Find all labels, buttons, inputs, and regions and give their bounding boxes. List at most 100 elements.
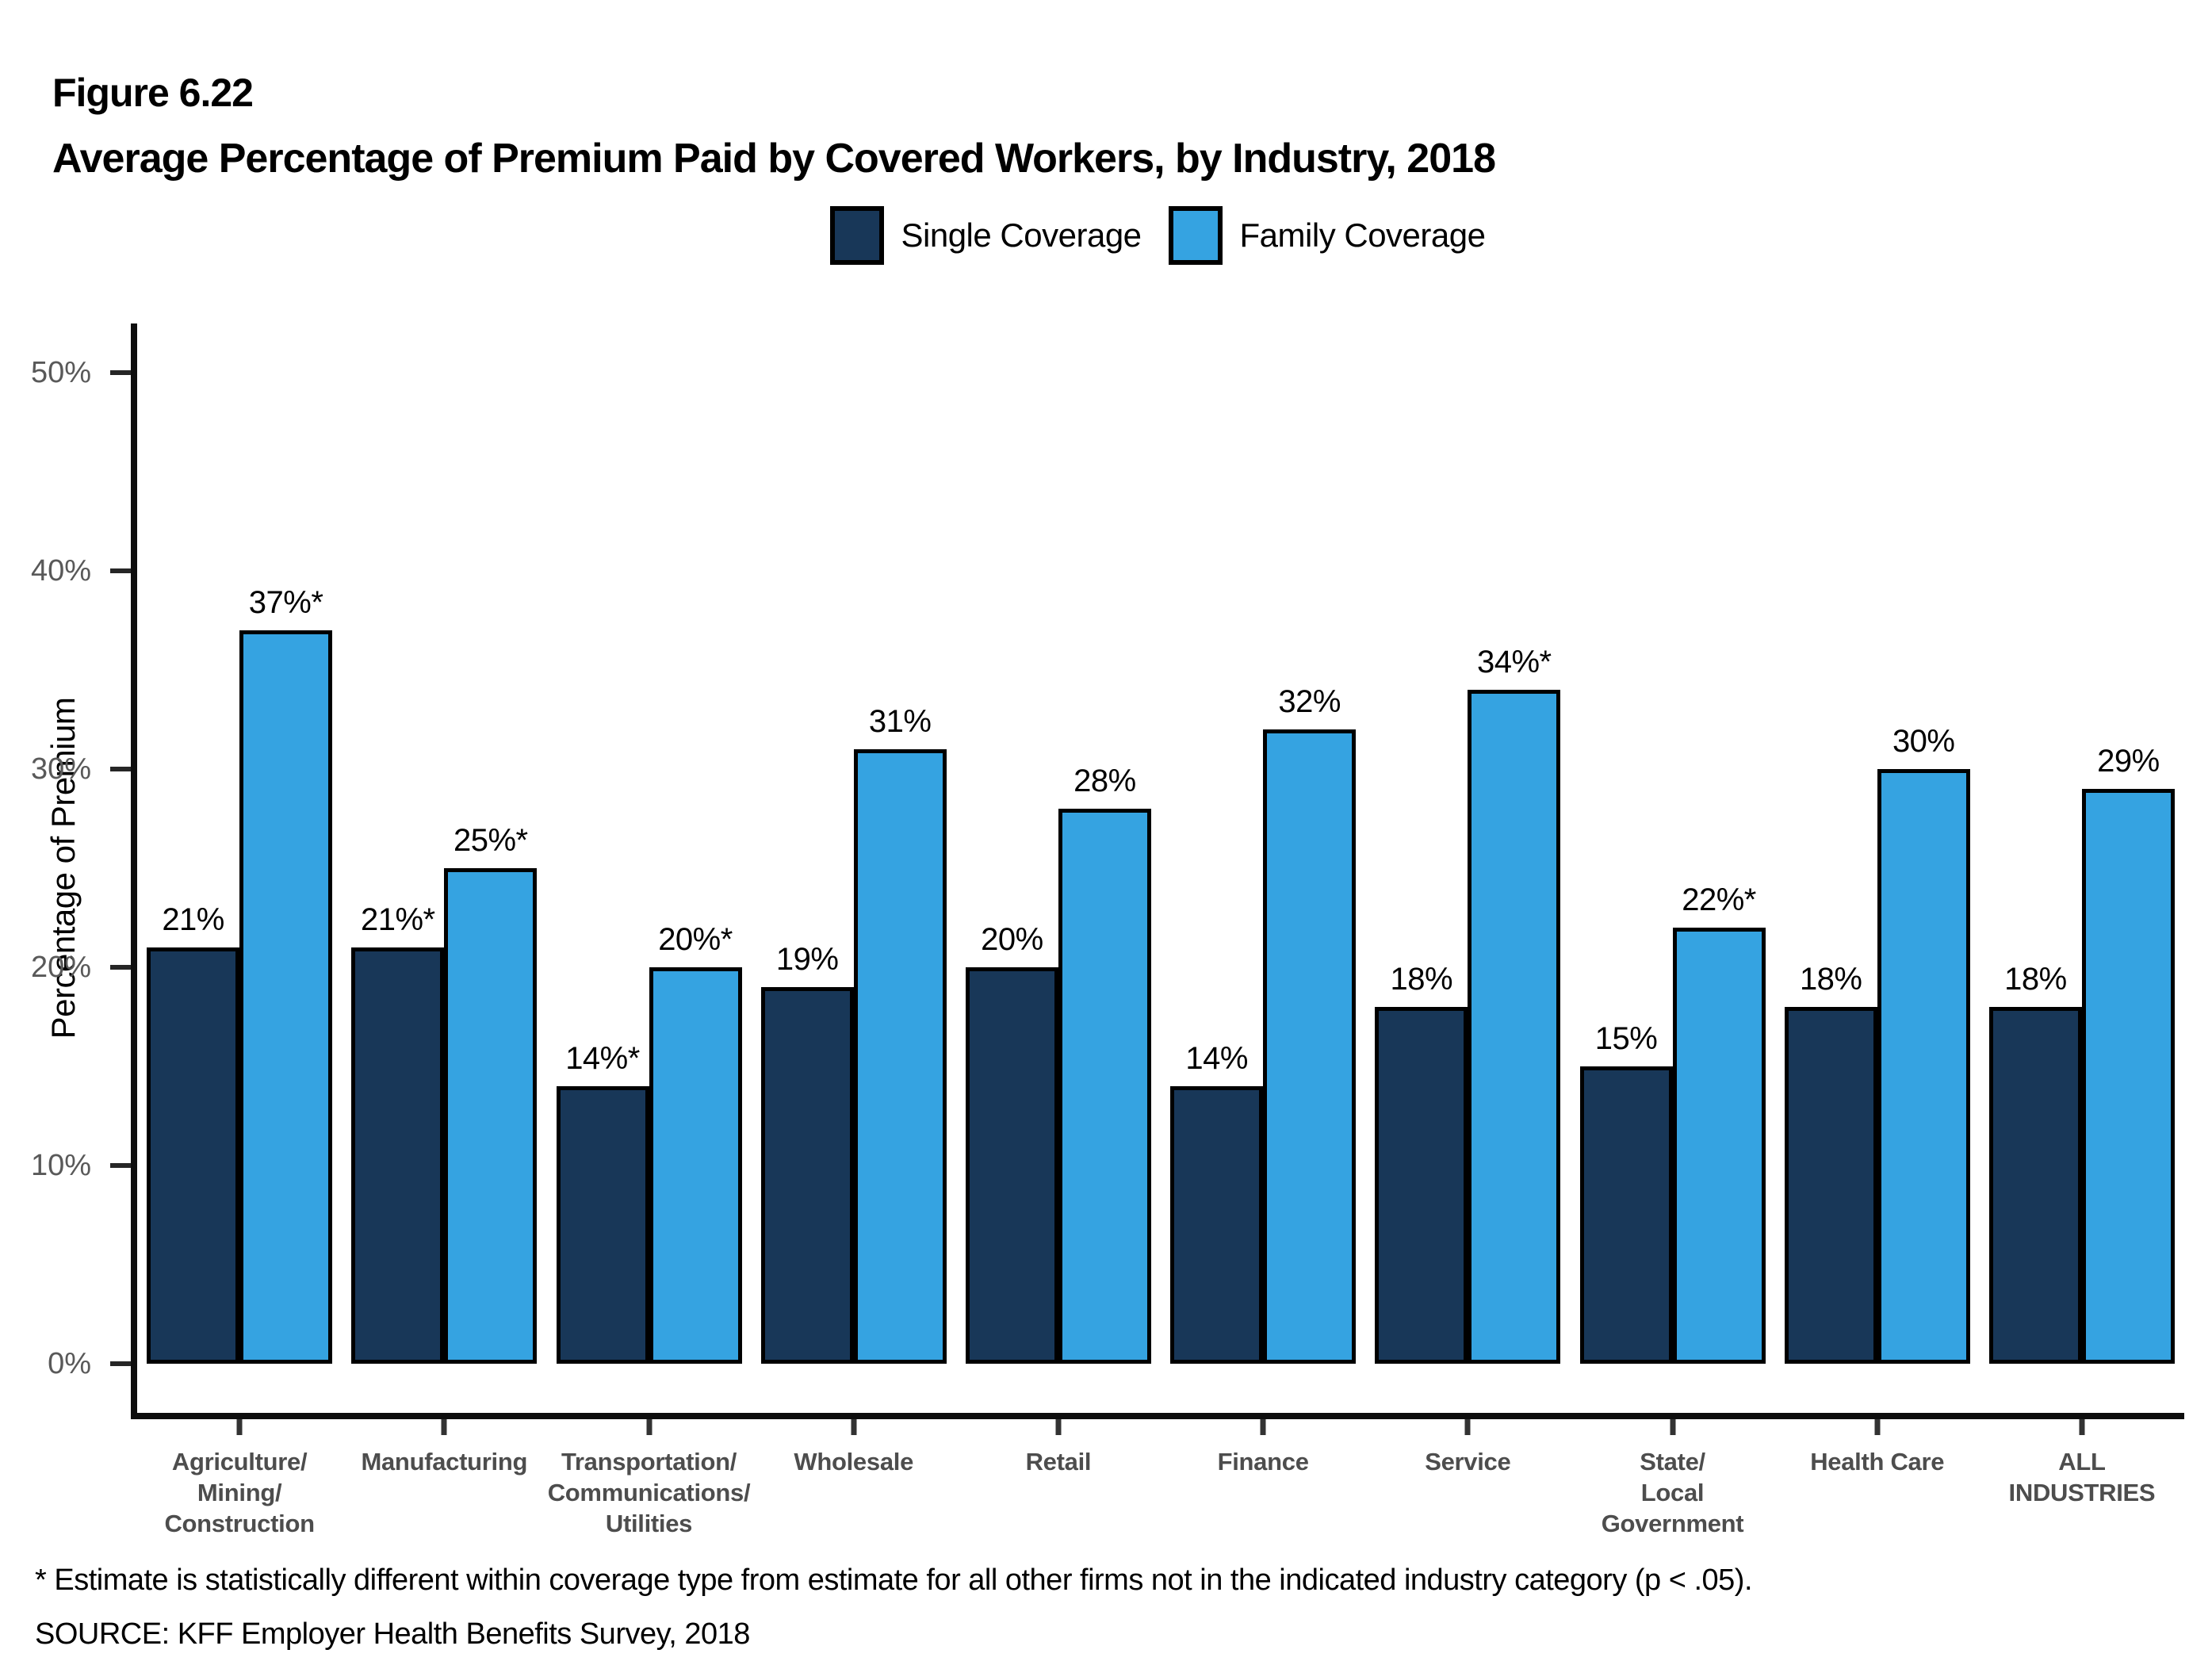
y-tick-label: 40% [30,554,91,588]
bar-single-coverage [1784,1007,1877,1364]
x-axis-line [131,1413,2184,1419]
bar-column: 18% [1988,323,2082,1364]
x-tick-mark [851,1419,857,1435]
bar-single-coverage [1579,1066,1673,1364]
footnote: * Estimate is statistically different wi… [35,1564,1753,1597]
bar-column: 28% [1058,323,1151,1364]
bar-value-label: 20% [981,922,1043,957]
x-axis-labels: Agriculture/Mining/Construction Manufactu… [137,1446,2184,1539]
x-tick-mark [646,1419,652,1435]
x-axis-label: Wholesale [794,1448,914,1476]
bar-value-label: 18% [1390,962,1453,997]
bar-column: 37%* [239,323,333,1364]
bar-group: 19% 31% [752,323,956,1364]
bar-single-coverage [351,947,445,1364]
x-axis-label: Agriculture/Mining/Construction [164,1448,315,1537]
bar-column: 22%* [1672,323,1766,1364]
bar-single-coverage [965,967,1058,1364]
bar-value-label: 14%* [565,1041,640,1076]
bar-value-label: 18% [1799,962,1862,997]
bar-family-coverage [1877,769,1970,1364]
y-tick-mark [110,965,131,970]
bar-family-coverage [444,868,538,1364]
y-tick-label: 10% [30,1149,91,1182]
bar-family-coverage [1672,928,1766,1364]
legend-swatch-single-coverage [829,206,884,265]
bar-single-coverage [760,987,854,1364]
x-axis-label: Finance [1217,1448,1309,1476]
x-axis-label: Manufacturing [361,1448,528,1476]
bar-single-coverage [1988,1007,2082,1364]
y-tick-mark [110,1361,131,1366]
source: SOURCE: KFF Employer Health Benefits Sur… [35,1617,750,1651]
x-tick-mark [1464,1419,1471,1435]
y-tick-mark [110,1163,131,1168]
y-tick-label: 50% [30,356,91,389]
x-axis-label: ALL INDUSTRIES [2008,1448,2156,1506]
bar-value-label: 30% [1892,724,1955,759]
bar-family-coverage [1058,809,1151,1364]
bar-value-label: 19% [775,942,839,977]
bar-family-coverage [1263,729,1357,1364]
bar-column: 30% [1877,323,1970,1364]
bar-value-label: 28% [1073,764,1136,798]
bar-column: 19% [760,323,854,1364]
y-tick-label: 30% [30,752,91,786]
figure-label: Figure 6.22 [52,71,254,115]
bar-family-coverage [2081,789,2175,1364]
bar-value-label: 21%* [360,902,435,937]
bar-group: 18% 29% [1980,323,2184,1364]
bar-single-coverage [556,1086,649,1364]
bar-group: 21%* 25%* [342,323,546,1364]
bar-value-label: 34%* [1477,645,1552,679]
bar-group: 18% 34%* [1365,323,1570,1364]
legend-item-single-coverage: Single Coverage [829,206,1142,265]
bar-group: 15% 22%* [1570,323,1774,1364]
x-axis-label: Health Care [1810,1448,1945,1476]
bar-group: 14%* 20%* [546,323,751,1364]
x-tick-mark [236,1419,243,1435]
y-tick-mark [110,767,131,771]
bar-column: 20%* [649,323,742,1364]
x-tick-mark [1055,1419,1062,1435]
bar-value-label: 15% [1594,1021,1658,1056]
legend-item-family-coverage: Family Coverage [1168,206,1486,265]
legend-label-family-coverage: Family Coverage [1239,216,1486,254]
bar-column: 14%* [556,323,649,1364]
bar-column: 14% [1170,323,1264,1364]
bar-value-label: 22%* [1682,882,1756,917]
bar-column: 15% [1579,323,1673,1364]
bar-column: 34%* [1468,323,1561,1364]
bar-family-coverage [239,630,333,1364]
bar-value-label: 21% [162,902,224,937]
bar-value-label: 25%* [453,823,528,858]
bar-value-label: 32% [1278,684,1341,719]
bar-group: 21% 37%* [137,323,342,1364]
bar-column: 25%* [444,323,538,1364]
bar-column: 31% [853,323,947,1364]
bar-column: 20% [965,323,1058,1364]
x-tick-mark [441,1419,447,1435]
bar-family-coverage [649,967,742,1364]
bar-column: 18% [1784,323,1877,1364]
y-tick-label: 20% [30,951,91,984]
bar-group: 20% 28% [956,323,1161,1364]
y-tick-mark [110,568,131,573]
bar-column: 29% [2081,323,2175,1364]
x-tick-mark [1670,1419,1675,1435]
bar-value-label: 29% [2097,744,2160,779]
bar-family-coverage [853,749,947,1364]
bar-column: 21%* [351,323,445,1364]
bar-value-label: 31% [868,704,932,739]
bar-single-coverage [1170,1086,1264,1364]
bar-column: 32% [1263,323,1357,1364]
bar-column: 21% [147,323,240,1364]
bar-value-label: 14% [1185,1041,1248,1076]
bar-single-coverage [147,947,240,1364]
bar-single-coverage [1375,1007,1468,1364]
y-tick-label: 0% [48,1347,91,1380]
bar-group: 14% 32% [1161,323,1365,1364]
legend-swatch-family-coverage [1168,206,1223,265]
y-axis-title: Percentage of Premium [44,697,82,1039]
y-tick-mark [110,370,131,375]
